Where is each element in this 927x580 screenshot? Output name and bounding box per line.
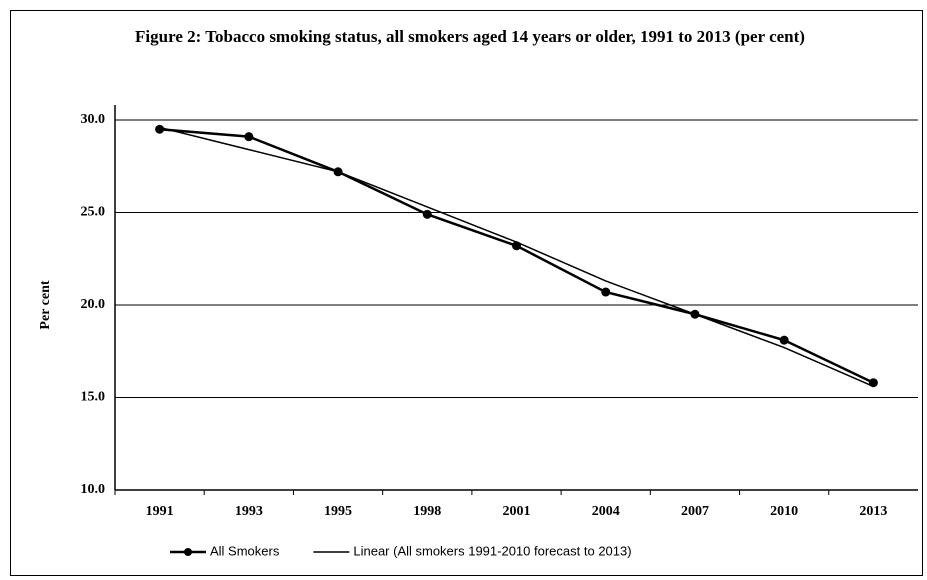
series-line xyxy=(159,128,874,384)
chart-border xyxy=(10,10,923,576)
data-point xyxy=(422,209,432,219)
series-line xyxy=(159,126,874,388)
chart-title: Figure 2: Tobacco smoking status, all sm… xyxy=(135,27,805,46)
y-tick-label: 25.0 xyxy=(81,205,106,220)
legend-marker xyxy=(184,548,192,556)
data-point xyxy=(244,132,254,142)
y-tick-label: 15.0 xyxy=(81,390,106,405)
data-point xyxy=(779,335,789,345)
x-tick-label: 2010 xyxy=(770,504,798,519)
x-tick-label: 1991 xyxy=(146,504,174,519)
y-tick-label: 10.0 xyxy=(81,482,106,497)
data-point xyxy=(601,287,611,297)
y-tick-label: 20.0 xyxy=(81,297,106,312)
legend-label: Linear (All smokers 1991-2010 forecast t… xyxy=(353,543,631,558)
x-tick-label: 2007 xyxy=(681,504,709,519)
x-tick-label: 1998 xyxy=(413,504,441,519)
y-tick-label: 30.0 xyxy=(81,112,106,127)
x-tick-label: 2004 xyxy=(592,504,620,519)
y-axis-label: Per cent xyxy=(38,280,53,329)
x-tick-label: 2013 xyxy=(859,504,887,519)
x-tick-label: 2001 xyxy=(503,504,531,519)
legend-label: All Smokers xyxy=(210,543,280,558)
x-tick-label: 1993 xyxy=(235,504,263,519)
data-point xyxy=(155,124,165,134)
x-tick-label: 1995 xyxy=(324,504,352,519)
